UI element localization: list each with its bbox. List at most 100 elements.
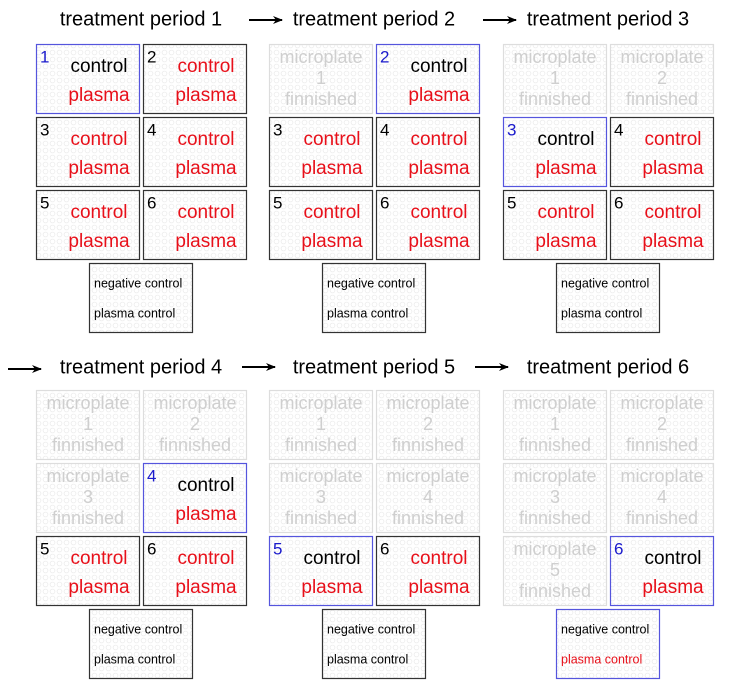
plate-border (609, 462, 715, 534)
plate-text: control (177, 202, 234, 223)
plate-text: finnished (392, 508, 464, 528)
plate-text: 2 (190, 414, 200, 434)
plate-border (502, 43, 608, 115)
plate-wells (143, 536, 247, 606)
plate-text: control (303, 548, 360, 569)
plate-wells (36, 117, 140, 187)
plate-text: finnished (626, 435, 698, 455)
plate-text: 3 (316, 487, 326, 507)
plate-border (268, 389, 374, 461)
plate-text: microplate (620, 47, 703, 67)
plate-border (375, 389, 481, 461)
plate-border (609, 116, 715, 188)
plate-text: 2 (423, 414, 433, 434)
panel-title: treatment period 4 (60, 356, 222, 378)
control-plate: negative control plasma control (321, 262, 427, 334)
plate-border (502, 189, 608, 261)
plate-text: control (303, 129, 360, 150)
plate-wells (556, 609, 660, 679)
plate-border (142, 535, 248, 607)
plate-wells (503, 390, 607, 460)
plate-border (375, 43, 481, 115)
plate-text: plasma (535, 231, 597, 252)
plate-text: finnished (52, 508, 124, 528)
plate-wells (89, 609, 193, 679)
plate-text: plasma (301, 231, 363, 252)
plate-text: plasma (175, 158, 237, 179)
plate-border (142, 43, 248, 115)
microplate: 3 control plasma (268, 116, 374, 188)
plate-text: control (177, 56, 234, 77)
plate-text: control (303, 202, 360, 223)
plate-text: 5 (550, 560, 560, 580)
plate-number: 4 (380, 120, 389, 139)
microplate: 4 control plasma (142, 116, 248, 188)
plate-text: control (537, 202, 594, 223)
plate-border (609, 389, 715, 461)
panel: treatment period 6microplate1finnishedmi… (502, 356, 715, 680)
control-text: negative control (327, 622, 415, 636)
control-plate: negative control plasma control (88, 608, 194, 680)
plate-text: control (644, 129, 701, 150)
plate-border (88, 608, 194, 680)
plate-border (268, 116, 374, 188)
plate-text: finnished (519, 89, 591, 109)
control-text: plasma control (561, 652, 642, 666)
plate-wells (269, 44, 373, 114)
plate-text: control (70, 56, 127, 77)
plate-text: control (410, 548, 467, 569)
plate-wells (143, 117, 247, 187)
plate-wells (269, 117, 373, 187)
microplate: 5 control plasma (35, 189, 141, 261)
plate-border (375, 116, 481, 188)
plate-text: 3 (550, 487, 560, 507)
plate-border (375, 535, 481, 607)
plate-text: finnished (285, 508, 357, 528)
plate-wells (503, 463, 607, 533)
microplate: 2 control plasma (375, 43, 481, 115)
plate-number: 5 (40, 193, 49, 212)
control-plate: negative control plasma control (555, 262, 661, 334)
arrows (8, 16, 517, 373)
plate-wells (269, 463, 373, 533)
plate-wells (143, 390, 247, 460)
panel: treatment period 4 microplate1finnishedmi… (35, 356, 248, 680)
plate-number: 3 (273, 120, 282, 139)
plate-text: finnished (626, 89, 698, 109)
plate-number: 4 (614, 120, 623, 139)
plate-text: plasma (642, 231, 704, 252)
plate-text: 3 (83, 487, 93, 507)
plate-text: microplate (46, 393, 129, 413)
plate-wells (143, 190, 247, 260)
plate-text: control (177, 548, 234, 569)
plate-text: finnished (626, 508, 698, 528)
control-text: negative control (327, 276, 415, 290)
plate-text: control (70, 548, 127, 569)
plate-wells (610, 463, 714, 533)
microplate: 6 control plasma (375, 535, 481, 607)
plate-text: 2 (657, 68, 667, 88)
panel-title: treatment period 6 (527, 356, 689, 378)
plate-text: plasma (301, 158, 363, 179)
plate-border (502, 535, 608, 607)
plate-text: microplate (513, 539, 596, 559)
plate-text: plasma (175, 85, 237, 106)
panel: treatment period 3microplate1finnishedmi… (502, 8, 715, 334)
control-text: negative control (94, 622, 182, 636)
microplate: 3 control plasma (502, 116, 608, 188)
plate-text: plasma (175, 504, 237, 525)
plate-border (502, 116, 608, 188)
plate-border (35, 116, 141, 188)
plate-text: plasma (175, 231, 237, 252)
plate-wells (143, 463, 247, 533)
plate-border (555, 608, 661, 680)
microplate: 5 control plasma (502, 189, 608, 261)
plate-text: plasma (642, 158, 704, 179)
plate-text: finnished (52, 435, 124, 455)
